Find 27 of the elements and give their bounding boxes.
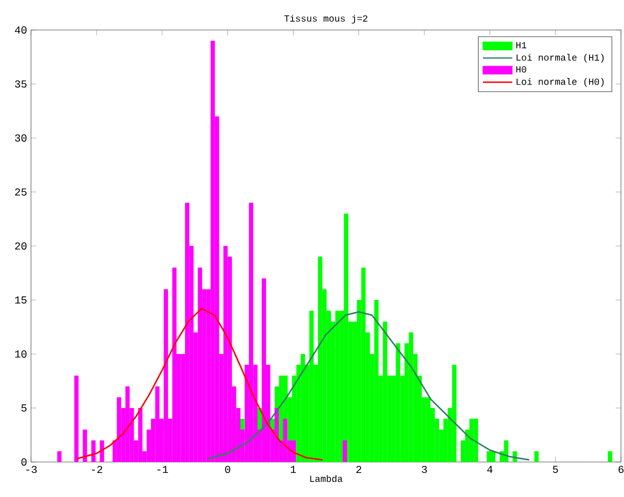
y-tick-label: 20 [15,242,27,250]
x-tick-label: 6 [618,466,624,474]
x-tick-label: -3 [26,466,37,474]
x-axis-title: Lambda [310,475,342,482]
x-tick-label: 1 [290,466,296,473]
line-series [76,308,324,461]
y-tick-label: 40 [14,26,27,34]
x-tick-label: -2 [92,466,102,473]
legend-label: Loi normale (H0) [516,78,604,87]
x-tick-label: 5 [552,466,558,473]
x-tick-label: 0 [225,466,230,474]
line-series [207,311,530,461]
legend-label: Loi normale (H1) [516,54,604,63]
legend-label: H1 [516,42,526,48]
x-tick-label: -1 [157,466,168,473]
x-tick-label: 3 [422,466,427,474]
y-tick-label: 10 [15,350,27,358]
x-tick-label: 2 [356,466,362,473]
x-tick-label: 4 [487,466,493,473]
y-tick-label: 35 [15,80,27,88]
y-tick-label: 5 [21,404,27,412]
y-tick-label: 30 [15,134,27,142]
y-tick-label: 25 [15,188,27,196]
chart-title: Tissus mous j=2 [284,14,368,24]
y-tick-label: 0 [21,458,27,466]
legend-label: H0 [516,66,526,73]
y-tick-label: 15 [15,296,27,304]
